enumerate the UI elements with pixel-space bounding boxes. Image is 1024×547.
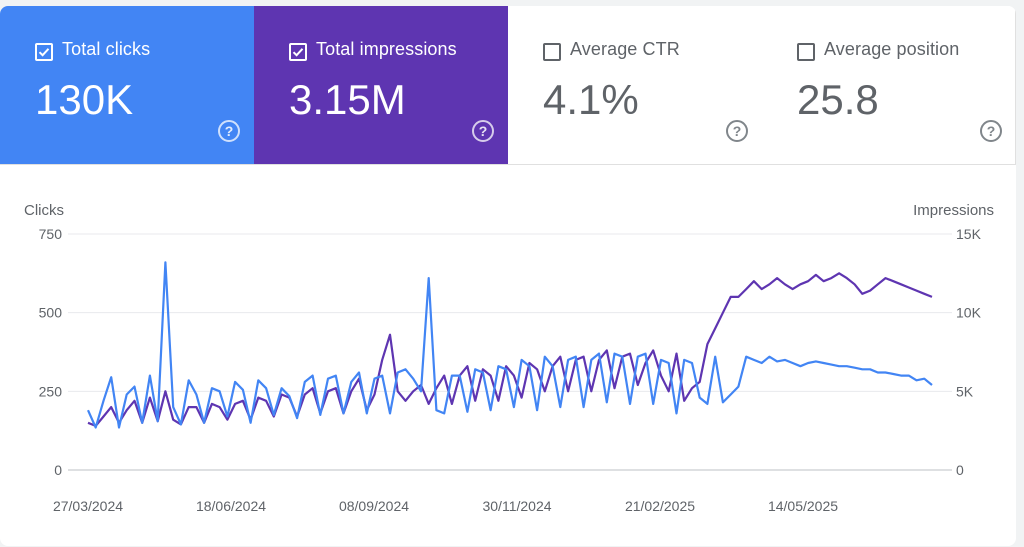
average-position-value: 25.8 — [797, 76, 879, 123]
left-tick-label: 250 — [39, 383, 63, 399]
right-tick-label: 15K — [956, 226, 982, 242]
average-ctr-card[interactable]: Average CTR 4.1% ? — [508, 6, 762, 164]
right-axis-title: Impressions — [913, 202, 994, 219]
right-tick-label: 0 — [956, 462, 964, 478]
help-icon[interactable]: ? — [472, 120, 494, 142]
left-axis-title: Clicks — [24, 202, 64, 219]
total-clicks-label: Total clicks — [62, 39, 151, 59]
checkmark-icon — [292, 48, 304, 57]
left-tick-label: 750 — [39, 226, 63, 242]
average-ctr-value: 4.1% — [543, 76, 639, 123]
impressions-line — [87, 272, 933, 427]
help-icon[interactable]: ? — [218, 120, 240, 142]
right-tick-label: 10K — [956, 305, 982, 321]
total-clicks-value: 130K — [35, 76, 134, 123]
metric-tabs: Total clicks 130K ? Total impressions 3.… — [0, 6, 1016, 165]
average-ctr-checkbox[interactable] — [543, 43, 561, 61]
total-impressions-checkbox[interactable] — [289, 43, 307, 61]
right-tick-label: 5K — [956, 383, 974, 399]
total-impressions-label: Total impressions — [316, 39, 457, 59]
total-impressions-card[interactable]: Total impressions 3.15M ? — [254, 6, 508, 164]
x-tick-label: 08/09/2024 — [339, 498, 409, 514]
total-clicks-checkbox[interactable] — [35, 43, 53, 61]
left-tick-label: 500 — [39, 305, 63, 321]
total-impressions-value: 3.15M — [289, 76, 406, 123]
average-ctr-label: Average CTR — [570, 39, 680, 59]
help-icon[interactable]: ? — [980, 120, 1002, 142]
average-position-card[interactable]: Average position 25.8 ? — [762, 6, 1016, 164]
left-tick-label: 0 — [54, 462, 62, 478]
help-icon[interactable]: ? — [726, 120, 748, 142]
x-tick-label: 27/03/2024 — [53, 498, 123, 514]
x-tick-label: 21/02/2025 — [625, 498, 695, 514]
performance-chart: Clicks Impressions 0 0 250 5K 500 10K 750 15K 2… — [24, 202, 994, 514]
average-position-label: Average position — [824, 39, 960, 59]
performance-card: Total clicks 130K ? Total impressions 3.… — [0, 6, 1016, 546]
total-clicks-card[interactable]: Total clicks 130K ? — [0, 6, 254, 164]
checkmark-icon — [38, 48, 50, 57]
x-tick-label: 18/06/2024 — [196, 498, 266, 514]
x-tick-label: 30/11/2024 — [482, 498, 551, 514]
average-position-checkbox[interactable] — [797, 43, 815, 61]
clicks-line — [86, 261, 933, 429]
x-tick-label: 14/05/2025 — [768, 498, 838, 514]
